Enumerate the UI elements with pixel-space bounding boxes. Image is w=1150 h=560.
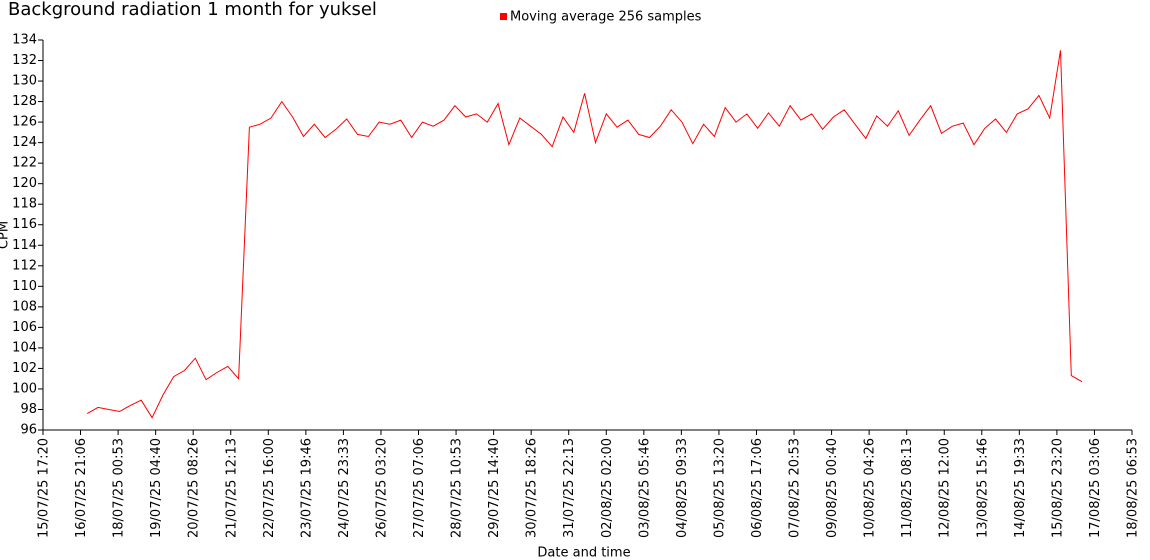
- x-tick-label: 26/07/25 03:20: [374, 438, 389, 538]
- y-tick-label: 120: [12, 176, 37, 191]
- x-tick-label: 30/07/25 18:26: [525, 438, 540, 538]
- y-tick-label: 122: [12, 156, 37, 171]
- y-tick-label: 114: [12, 238, 37, 253]
- y-tick-label: 124: [12, 135, 37, 150]
- x-tick-label: 06/08/25 17:06: [750, 438, 765, 538]
- y-tick-label: 132: [12, 53, 37, 68]
- x-tick-label: 15/08/25 23:20: [1050, 438, 1065, 538]
- x-tick-label: 13/08/25 15:46: [975, 438, 990, 538]
- x-tick-label: 12/08/25 12:00: [938, 438, 953, 538]
- y-tick-label: 134: [12, 33, 37, 48]
- x-tick-label: 18/08/25 06:53: [1126, 438, 1141, 538]
- data-line: [86, 50, 1083, 419]
- y-tick-label: 98: [20, 402, 37, 417]
- x-tick-label: 17/08/25 03:06: [1088, 438, 1103, 538]
- x-tick-label: 14/08/25 19:33: [1013, 438, 1028, 538]
- y-tick-label: 116: [12, 217, 37, 232]
- x-tick-label: 21/07/25 12:13: [224, 438, 239, 538]
- y-tick-label: 102: [12, 361, 37, 376]
- x-tick-label: 22/07/25 16:00: [262, 438, 277, 538]
- x-tick-label: 16/07/25 21:06: [74, 438, 89, 538]
- x-tick-label: 28/07/25 10:53: [450, 438, 465, 538]
- x-tick-label: 29/07/25 14:40: [487, 438, 502, 538]
- y-tick-label: 108: [12, 299, 37, 314]
- x-tick-label: 09/08/25 00:40: [825, 438, 840, 538]
- x-tick-label: 23/07/25 19:46: [299, 438, 314, 538]
- y-tick-label: 96: [20, 423, 37, 438]
- x-tick-label: 04/08/25 09:33: [675, 438, 690, 538]
- x-tick-label: 20/07/25 08:26: [187, 438, 202, 538]
- x-tick-label: 15/07/25 17:20: [37, 438, 52, 538]
- x-tick-label: 10/08/25 04:26: [863, 438, 878, 538]
- y-tick-label: 110: [12, 279, 37, 294]
- y-tick-label: 100: [12, 381, 37, 396]
- x-tick-label: 05/08/25 13:20: [712, 438, 727, 538]
- y-tick-label: 130: [12, 74, 37, 89]
- x-tick-label: 03/08/25 05:46: [637, 438, 652, 538]
- x-tick-label: 24/07/25 23:33: [337, 438, 352, 538]
- y-tick-label: 112: [12, 258, 37, 273]
- y-tick-label: 126: [12, 115, 37, 130]
- legend-swatch: [500, 13, 507, 20]
- x-tick-label: 18/07/25 00:53: [112, 438, 127, 538]
- chart-title: Background radiation 1 month for yuksel: [8, 0, 377, 20]
- x-tick-label: 19/07/25 04:40: [149, 438, 164, 538]
- x-tick-label: 27/07/25 07:06: [412, 438, 427, 538]
- y-axis-label: CPM: [0, 221, 12, 249]
- y-tick-label: 128: [12, 94, 37, 109]
- y-tick-label: 118: [12, 197, 37, 212]
- x-tick-label: 07/08/25 20:53: [788, 438, 803, 538]
- y-tick-label: 104: [12, 340, 37, 355]
- x-tick-label: 31/07/25 22:13: [562, 438, 577, 538]
- x-axis-label: Date and time: [537, 546, 630, 560]
- x-tick-label: 02/08/25 02:00: [600, 438, 615, 538]
- x-tick-label: 11/08/25 08:13: [900, 438, 915, 538]
- legend-label: Moving average 256 samples: [510, 10, 702, 25]
- y-tick-label: 106: [12, 320, 37, 335]
